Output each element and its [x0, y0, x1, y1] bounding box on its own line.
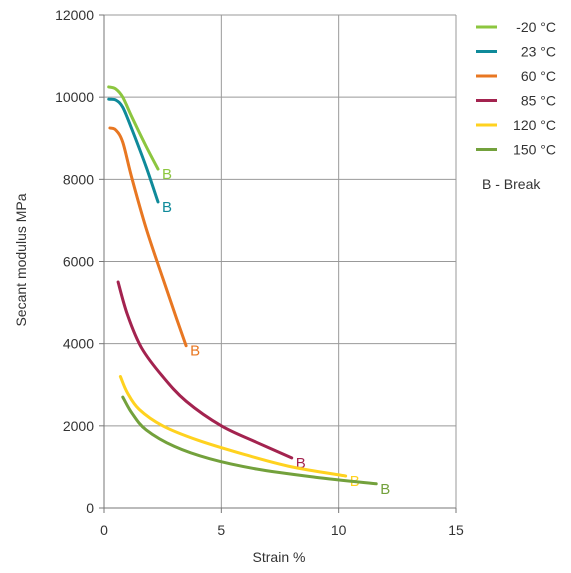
- break-label-85C: B: [296, 455, 306, 472]
- series-line-60C: [108, 126, 188, 348]
- break-label-150C: B: [380, 481, 390, 498]
- series-line-120C: [118, 375, 348, 478]
- y-tick-label: 10000: [55, 89, 94, 105]
- legend-label-minus20C: -20 °C: [516, 19, 556, 35]
- break-label-23C: B: [162, 199, 172, 216]
- x-tick-label: 0: [100, 522, 108, 538]
- y-axis-title: Secant modulus MPa: [13, 193, 29, 326]
- x-tick-label: 10: [331, 522, 347, 538]
- legend-label-23C: 23 °C: [521, 44, 556, 60]
- legend-label-150C: 150 °C: [513, 142, 556, 158]
- series-line-150C: [121, 395, 378, 486]
- y-tick-label: 4000: [63, 336, 94, 352]
- y-tick-label: 12000: [55, 7, 94, 23]
- y-tick-label: 8000: [63, 171, 94, 187]
- legend-note-break: B - Break: [482, 176, 541, 192]
- legend: -20 °C 23 °C 60 °C 85 °C 120 °C 150 °C: [476, 19, 556, 158]
- legend-label-120C: 120 °C: [513, 117, 556, 133]
- series-line-minus20C: [107, 85, 160, 171]
- y-tick-label: 6000: [63, 254, 94, 270]
- x-tick-label: 5: [217, 522, 225, 538]
- legend-label-85C: 85 °C: [521, 93, 556, 109]
- axes: 0 2000 4000 6000 8000 10000 12000 0 5 10 15: [55, 7, 464, 538]
- break-label-60C: B: [190, 343, 200, 360]
- break-label-minus20C: B: [162, 166, 172, 183]
- x-axis-title: Strain %: [253, 549, 306, 565]
- series-line-85C: [116, 280, 294, 460]
- series-line-23C: [107, 97, 160, 204]
- x-tick-label: 15: [448, 522, 464, 538]
- y-tick-label: 0: [86, 500, 94, 516]
- legend-label-60C: 60 °C: [521, 68, 556, 84]
- grid: [104, 14, 457, 508]
- y-tick-label: 2000: [63, 418, 94, 434]
